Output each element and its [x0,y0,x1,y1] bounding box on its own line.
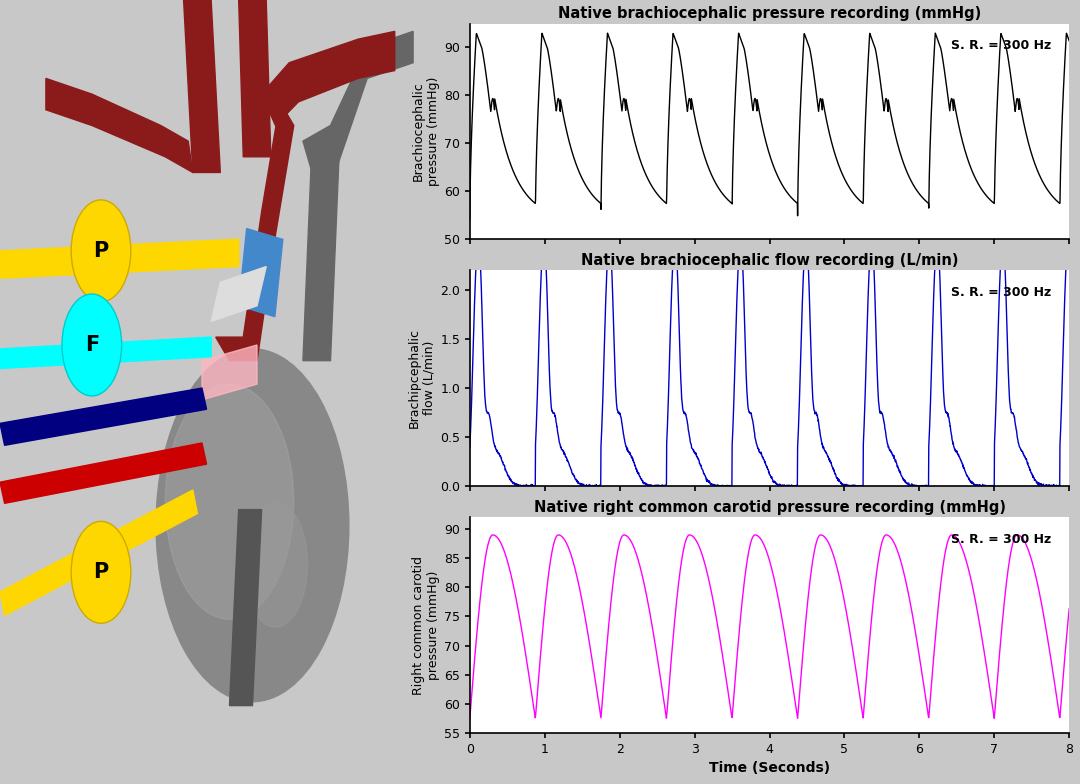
Circle shape [62,294,122,396]
Y-axis label: Brachipcephalic
flow (L/min): Brachipcephalic flow (L/min) [408,328,436,428]
Text: S. R. = 300 Hz: S. R. = 300 Hz [951,532,1051,546]
Text: F: F [84,335,99,355]
X-axis label: Time (Seconds): Time (Seconds) [708,761,831,775]
Text: S. R. = 300 Hz: S. R. = 300 Hz [951,285,1051,299]
Title: Native right common carotid pressure recording (mmHg): Native right common carotid pressure rec… [534,500,1005,515]
Polygon shape [216,102,294,361]
Polygon shape [229,510,261,706]
Y-axis label: Brachiocephalic
pressure (mmHg): Brachiocephalic pressure (mmHg) [411,77,440,186]
Polygon shape [0,239,239,278]
Circle shape [71,521,131,623]
Polygon shape [0,337,212,368]
Ellipse shape [165,384,294,619]
Polygon shape [184,0,220,172]
Polygon shape [212,267,266,321]
Text: S. R. = 300 Hz: S. R. = 300 Hz [951,38,1051,52]
Polygon shape [46,78,193,172]
Text: P: P [93,241,109,261]
Polygon shape [302,31,414,172]
Title: Native brachiocephalic pressure recording (mmHg): Native brachiocephalic pressure recordin… [558,6,981,21]
Polygon shape [261,31,395,125]
Polygon shape [0,443,206,503]
Polygon shape [239,0,271,157]
Y-axis label: Right common carotid
pressure (mmHg): Right common carotid pressure (mmHg) [411,556,440,695]
Polygon shape [0,388,206,445]
Text: P: P [93,562,109,583]
Circle shape [71,200,131,302]
Polygon shape [202,345,257,400]
Ellipse shape [243,502,308,627]
Polygon shape [302,141,339,361]
Ellipse shape [157,349,349,702]
Polygon shape [0,490,198,615]
Bar [239,229,283,317]
Title: Native brachiocephalic flow recording (L/min): Native brachiocephalic flow recording (L… [581,253,958,268]
